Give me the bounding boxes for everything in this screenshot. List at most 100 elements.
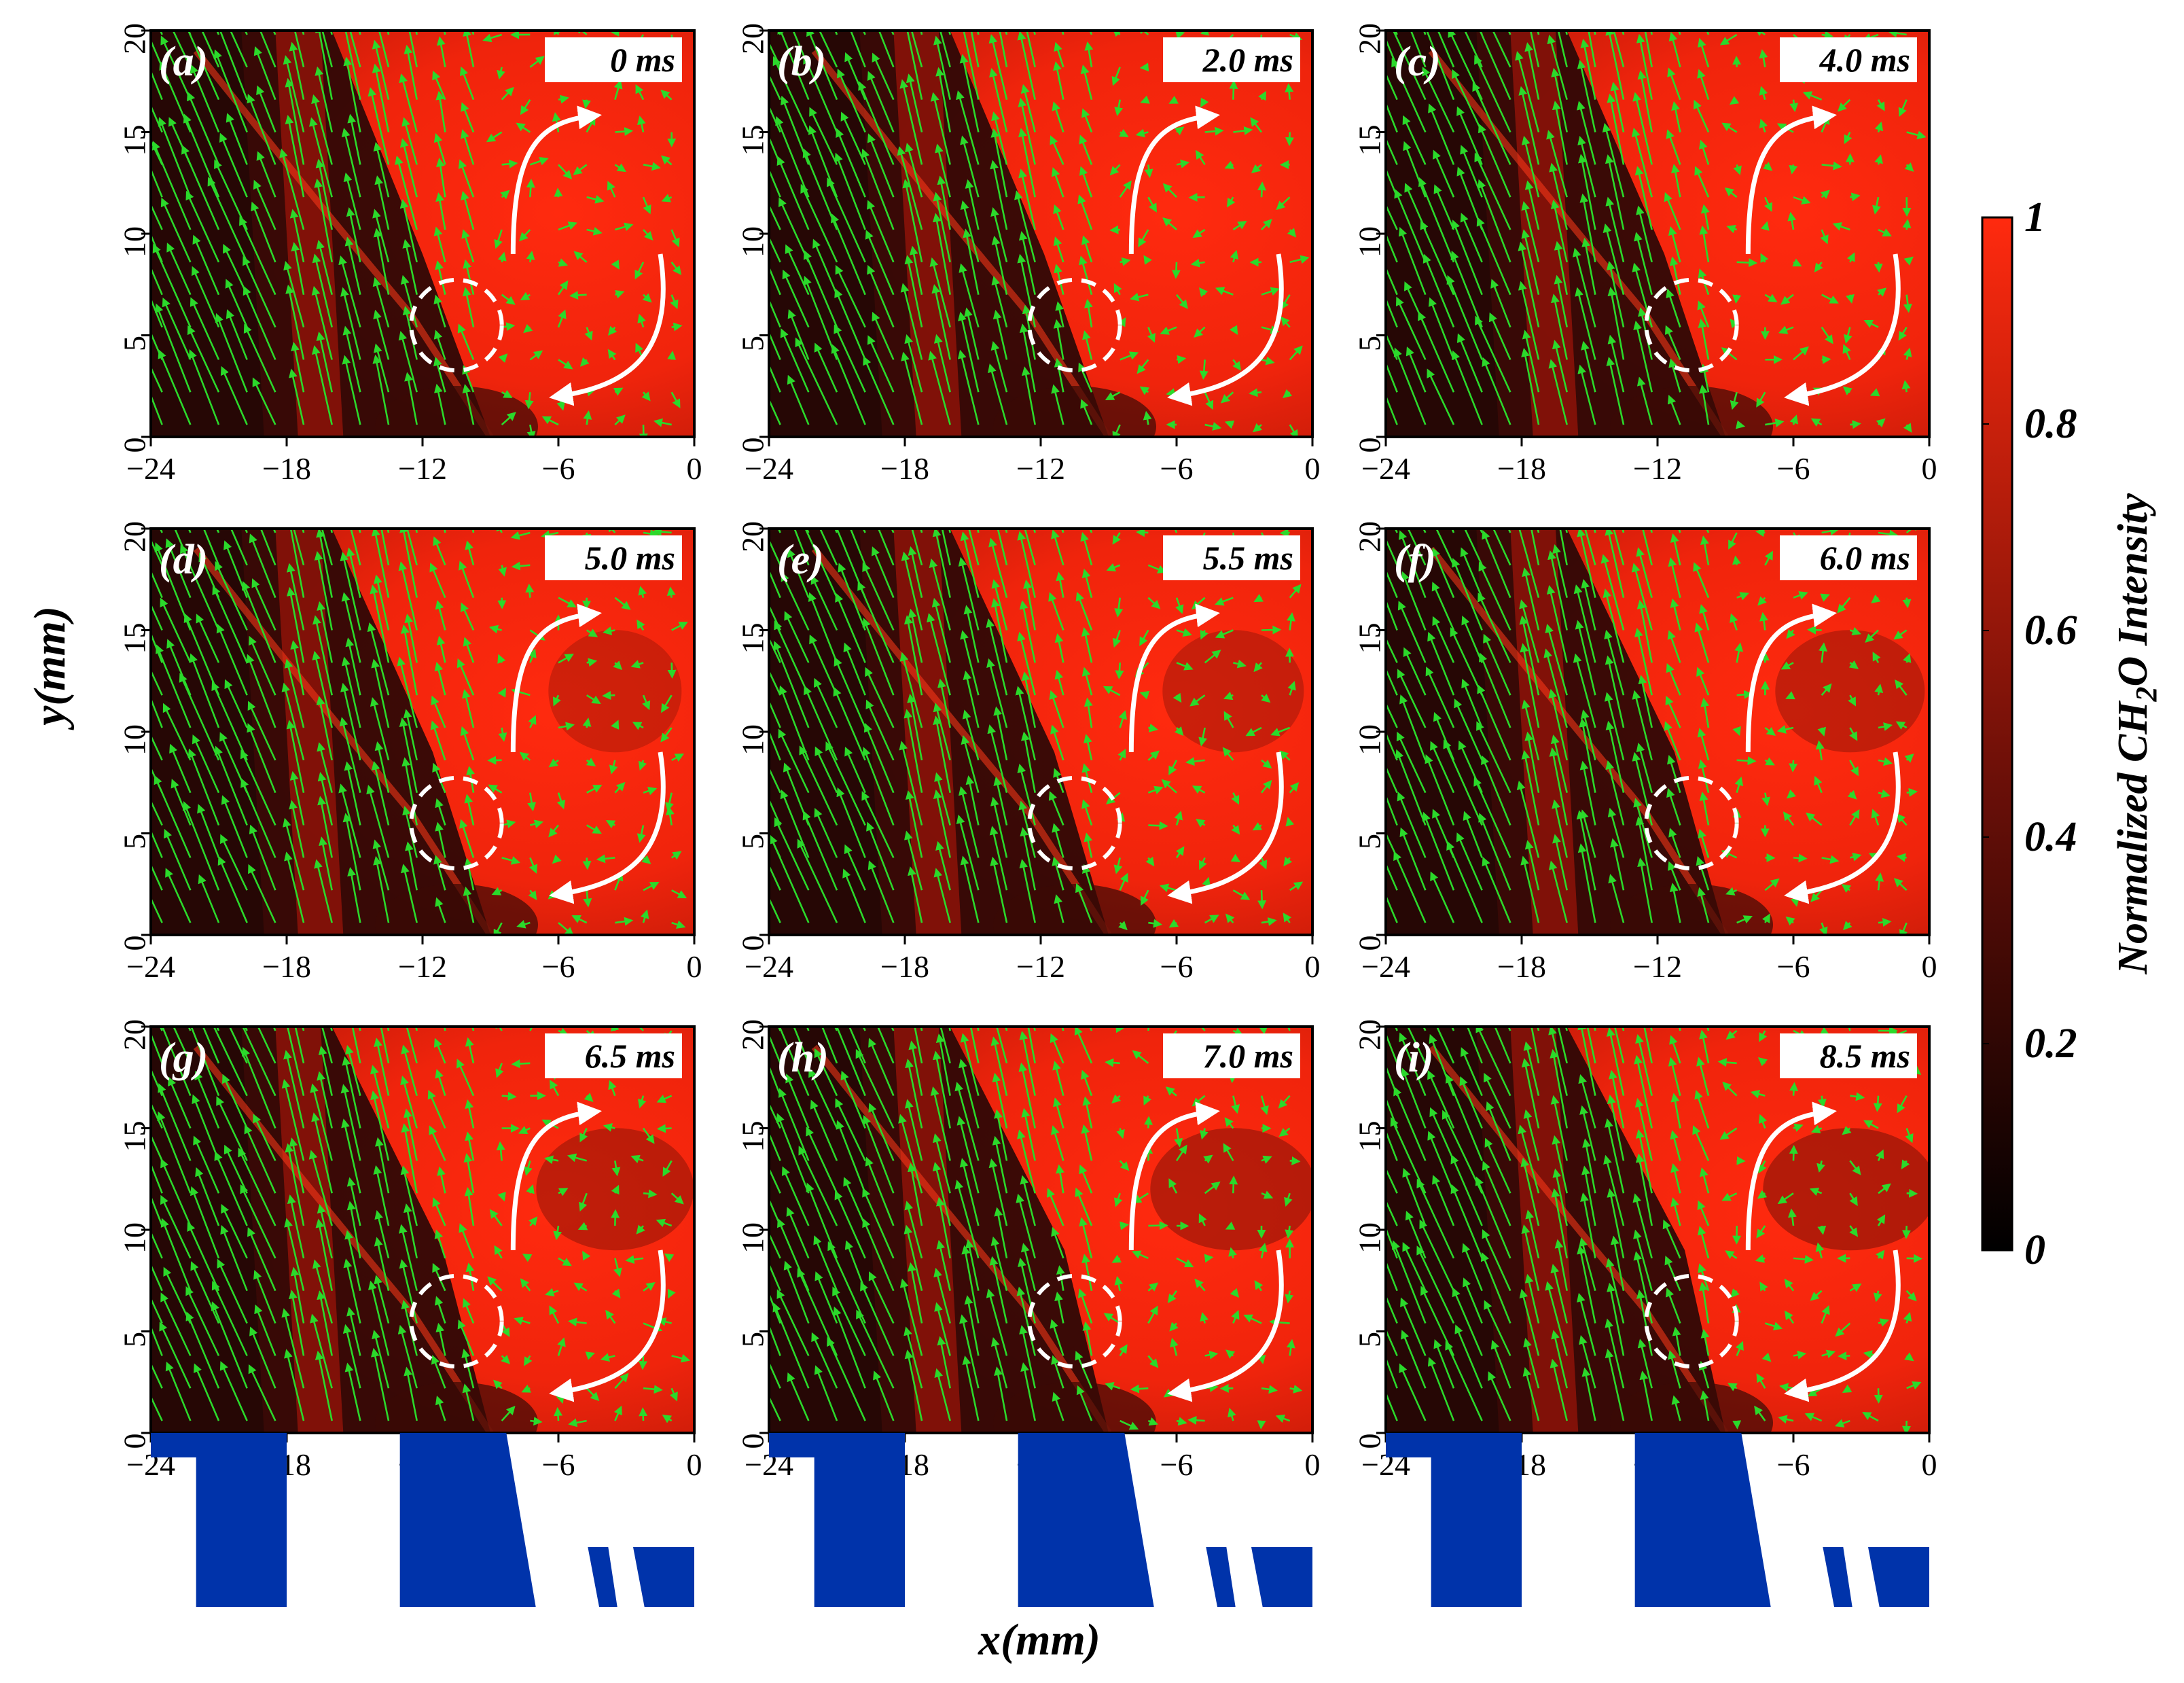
velocity-vector [1446, 274, 1483, 360]
velocity-vector [642, 293, 652, 303]
x-tick-label: 0 [1305, 451, 1321, 486]
panel-grid: (a) 0 ms 0 5 10 15 20 −24 −18 −12 −6 0 (b) 2.0 ms 0 5 10… [118, 23, 1937, 1607]
velocity-vector [1451, 529, 1455, 533]
velocity-vector [289, 41, 305, 100]
velocity-vector [1631, 127, 1653, 198]
velocity-vector-field [151, 31, 683, 437]
velocity-vector [519, 229, 531, 242]
velocity-vector [373, 343, 390, 393]
velocity-vector [812, 238, 838, 296]
velocity-vector [1081, 108, 1093, 132]
panel-label: (g) [159, 1035, 208, 1081]
velocity-vector [1418, 311, 1455, 393]
velocity-vector [529, 157, 549, 166]
velocity-vector [253, 46, 276, 101]
ch2o-intensity-map [769, 1027, 1312, 1433]
velocity-vector [1119, 128, 1129, 137]
y-tick-label: 10 [1353, 724, 1387, 756]
x-tick-label: 0 [1922, 1447, 1937, 1482]
velocity-vector [358, 529, 361, 533]
velocity-vector [1479, 31, 1511, 101]
velocity-vector [343, 56, 361, 132]
velocity-vector [1252, 423, 1263, 433]
velocity-vector [772, 56, 810, 133]
velocity-vector [1903, 423, 1912, 433]
velocity-vector [433, 330, 446, 360]
velocity-vector [956, 90, 980, 165]
velocity-vector [834, 529, 838, 533]
velocity-vector [1490, 279, 1511, 328]
velocity-vector [1055, 301, 1064, 327]
y-tick-label: 15 [1353, 125, 1387, 156]
velocity-vector [1392, 31, 1427, 101]
y-tick-label: 5 [1353, 1332, 1387, 1347]
velocity-vector [1081, 235, 1093, 263]
velocity-vector [247, 94, 276, 165]
velocity-vector [670, 229, 680, 247]
velocity-vector [1764, 294, 1778, 302]
velocity-vector [225, 279, 248, 328]
velocity-vector [1283, 389, 1293, 399]
time-label-box [545, 37, 682, 82]
velocity-vector [1888, 31, 1907, 38]
velocity-vector [314, 178, 333, 263]
velocity-vector [1588, 31, 1596, 68]
velocity-vector [642, 196, 651, 215]
velocity-vector [529, 56, 545, 68]
velocity-vector [256, 151, 276, 198]
velocity-vector [243, 255, 276, 328]
velocity-vector [1670, 164, 1681, 198]
velocity-vector [935, 67, 951, 132]
velocity-vector [1522, 330, 1540, 393]
velocity-vector [1437, 31, 1455, 68]
velocity-vector [151, 141, 192, 230]
velocity-vector [226, 309, 248, 360]
y-tick-label: 10 [736, 1222, 770, 1254]
velocity-vector [249, 824, 276, 891]
velocity-vector [1147, 196, 1157, 213]
velocity-vector [614, 289, 625, 299]
velocity-vector [461, 190, 475, 230]
velocity-vector [959, 263, 980, 327]
velocity-vector [573, 251, 588, 263]
velocity-vector [1020, 84, 1036, 132]
velocity-vector [1877, 287, 1887, 297]
velocity-vector [1386, 266, 1398, 296]
velocity-vector [432, 70, 446, 101]
velocity-vector [1521, 347, 1540, 425]
y-tick-label: 15 [736, 623, 770, 654]
panel-label: (i) [1394, 1035, 1434, 1081]
velocity-vector [1144, 1116, 1153, 1129]
velocity-vector [1706, 1027, 1710, 1031]
time-label: 0 ms [610, 41, 675, 79]
velocity-vector [769, 167, 781, 198]
velocity-vector [930, 92, 951, 165]
x-tick-label: −6 [1777, 949, 1810, 984]
velocity-vector [1572, 247, 1596, 327]
velocity-vector [500, 190, 510, 200]
velocity-vector [151, 69, 163, 101]
velocity-vector [837, 69, 866, 133]
velocity-vector [524, 392, 534, 410]
velocity-vector [211, 681, 248, 761]
velocity-vector [1898, 99, 1908, 118]
velocity-vector [501, 294, 516, 305]
velocity-vector [1549, 162, 1568, 230]
velocity-vector [1577, 59, 1596, 132]
colorbar-tick-label: 0.6 [2024, 607, 2077, 654]
velocity-vector [1552, 101, 1568, 165]
velocity-vector [486, 131, 503, 143]
velocity-vector [1187, 1415, 1205, 1425]
velocity-vector [1258, 90, 1266, 101]
velocity-vector [1850, 192, 1861, 202]
velocity-vector [1821, 161, 1842, 171]
velocity-vector [965, 179, 980, 230]
velocity-vector [248, 864, 276, 923]
velocity-vector [187, 91, 220, 165]
velocity-vector [1732, 294, 1742, 304]
velocity-vector [643, 229, 654, 241]
velocity-vector [151, 896, 163, 923]
x-tick-label: −6 [1160, 949, 1194, 984]
velocity-vector [1671, 101, 1681, 132]
ch2o-intensity-map [151, 31, 694, 437]
